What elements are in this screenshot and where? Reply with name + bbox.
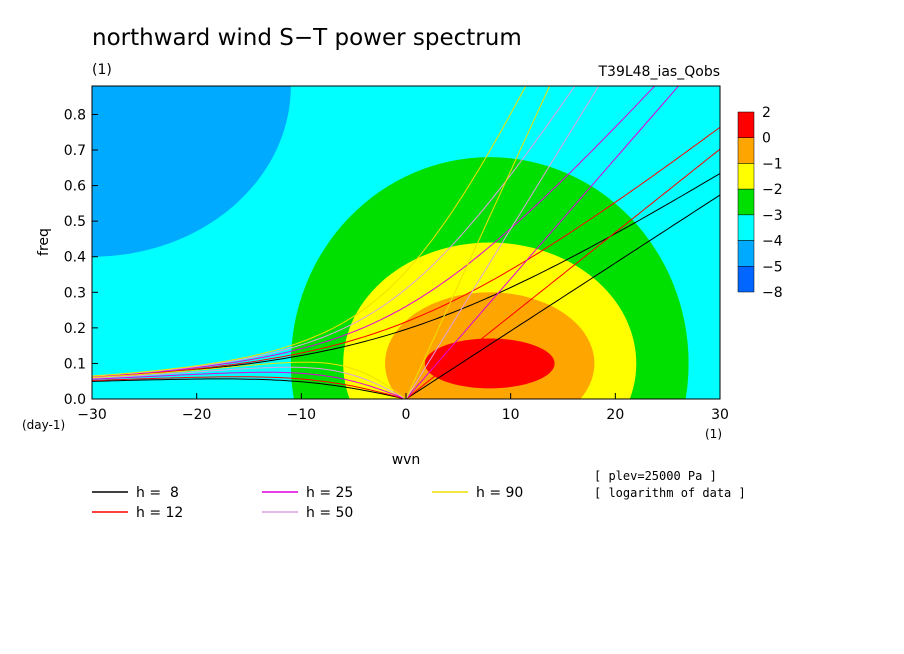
curve-rossby-4: [92, 361, 407, 399]
colorbar-swatch: [737, 137, 755, 164]
curve-rossby-1: [92, 376, 407, 399]
curve-mrg-4: [92, 86, 527, 377]
legend-label: h = 50: [306, 505, 353, 521]
y-tick-label: 0.7: [64, 143, 86, 159]
colorbar-swatch: [737, 214, 755, 241]
chart-title: northward wind S−T power spectrum: [92, 25, 522, 51]
y-unit-label: (day-1): [22, 418, 65, 432]
legend: h = 8 h = 12 h = 25 h = 50 h = 90: [92, 485, 523, 521]
y-axis: 0.0 0.1 0.2 0.3 0.4 0.5 0.6 0.7 0.8: [64, 107, 98, 408]
colorbar-label: −4: [762, 234, 783, 250]
x-axis-label: wvn: [392, 452, 421, 468]
y-tick-label: 0.8: [64, 107, 86, 123]
curve-kelvin-2: [405, 86, 680, 399]
colorbar-swatch: [737, 188, 755, 216]
legend-label: h = 90: [476, 485, 523, 501]
curve-rossby-0: [92, 378, 407, 399]
y-tick-label: 0.4: [64, 250, 86, 266]
curve-kelvin-1: [405, 148, 720, 399]
curve-rossby-3: [92, 366, 407, 399]
x-unit-label: (1): [705, 427, 722, 441]
y-axis-label: freq: [36, 228, 52, 256]
colorbar-label: −8: [762, 285, 783, 301]
contour-level-5: [424, 338, 555, 389]
curve-mrg-3: [92, 86, 576, 377]
y-tick-label: 0.0: [64, 392, 86, 408]
y-tick-label: 0.6: [64, 179, 86, 195]
x-tick-label: 0: [402, 407, 411, 423]
run-label: T39L48_ias_Qobs: [597, 64, 720, 80]
legend-label: h = 12: [136, 505, 183, 521]
contour-level-1: [92, 86, 291, 257]
dispersion-curves: [92, 86, 720, 399]
colorbar-swatch: [737, 240, 755, 267]
curve-kelvin-3: [405, 86, 600, 399]
colorbar-swatch: [737, 111, 755, 138]
chart-subtitle: (1): [92, 62, 112, 78]
curve-mrg-1: [92, 126, 720, 378]
colorbar-label: 2: [762, 105, 771, 121]
x-tick-label: 30: [711, 407, 729, 423]
curve-kelvin-4: [405, 86, 551, 399]
annotation-log: [ logarithm of data ]: [594, 486, 746, 500]
x-tick-label: −10: [287, 407, 317, 423]
curve-mrg-2: [92, 86, 656, 378]
x-axis: −30 −20 −10 0 10 20 30: [77, 393, 729, 423]
y-tick-label: 0.5: [64, 214, 86, 230]
x-tick-label: −30: [77, 407, 107, 423]
y-tick-label: 0.2: [64, 321, 86, 337]
x-tick-label: 20: [606, 407, 624, 423]
colorbar: 2 0 −1 −2 −3 −4 −5 −8: [737, 105, 783, 301]
colorbar-label: −3: [762, 208, 783, 224]
colorbar-label: −2: [762, 182, 783, 198]
curve-kelvin-0: [405, 194, 720, 399]
contour-fill: [92, 86, 720, 399]
legend-label: h = 8: [136, 485, 179, 501]
colorbar-label: −5: [762, 259, 783, 275]
y-tick-label: 0.3: [64, 285, 86, 301]
colorbar-swatch: [737, 163, 755, 190]
x-tick-label: −20: [182, 407, 212, 423]
x-tick-label: 10: [502, 407, 520, 423]
colorbar-label: −1: [762, 156, 783, 172]
colorbar-label: 0: [762, 131, 771, 147]
y-tick-label: 0.1: [64, 356, 86, 372]
colorbar-swatch: [737, 266, 755, 293]
curve-rossby-2: [92, 371, 407, 399]
annotation-plev: [ plev=25000 Pa ]: [594, 469, 717, 483]
legend-label: h = 25: [306, 485, 353, 501]
